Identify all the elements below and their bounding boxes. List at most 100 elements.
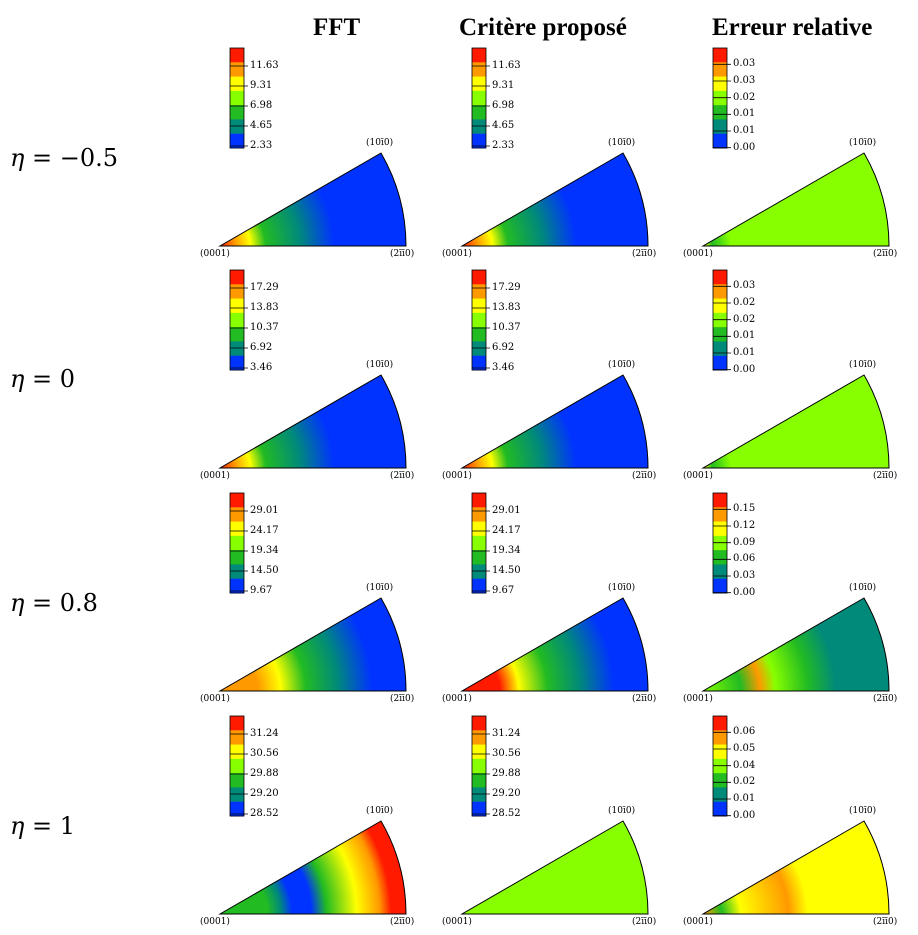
corner-label-top: (10ī0)	[366, 138, 394, 148]
colorbar-tick-label: 6.92	[250, 342, 273, 353]
pole-figure-wedge	[218, 374, 407, 469]
colorbar-tick-label: 29.88	[492, 768, 521, 779]
corner-label-right: (2īī0)	[873, 471, 898, 481]
colorbar-scale	[471, 47, 490, 149]
colorbar-scale	[471, 715, 490, 817]
corner-label-left: (0001)	[442, 471, 472, 481]
colorbar-tick-label: 11.63	[492, 60, 521, 71]
corner-label-right: (2īī0)	[390, 917, 415, 927]
colorbar-tick-label: 28.52	[250, 808, 279, 819]
colorbar-scale	[712, 47, 731, 149]
colorbar-tick-label: 0.05	[733, 743, 756, 754]
corner-label-right: (2īī0)	[390, 694, 415, 704]
corner-label-top: (10ī0)	[849, 583, 877, 593]
colorbar-tick-label: 0.12	[733, 520, 756, 531]
colorbar-tick-label: 0.01	[733, 347, 756, 358]
colorbar-tick-label: 0.00	[733, 141, 756, 153]
colorbar-tick-label: 0.00	[733, 586, 756, 598]
pole-figure-wedge	[460, 374, 649, 469]
colorbar: 11.63 9.31 6.98 4.65 2.33	[452, 46, 552, 156]
colorbar-tick-label: 6.92	[492, 342, 515, 353]
pole-figure-wedge	[218, 820, 407, 915]
colorbar-tick-label: 0.02	[733, 313, 756, 325]
corner-label-top: (10ī0)	[608, 583, 636, 593]
colorbar-scale	[471, 269, 490, 371]
corner-label-right: (2īī0)	[632, 471, 657, 481]
colorbar-tick-label: 4.65	[492, 120, 515, 131]
colorbar: 29.01 24.17 19.34 14.50 9.67	[452, 491, 552, 601]
colorbar-scale	[229, 269, 248, 371]
colorbar-tick-label: 0.01	[733, 125, 756, 136]
corner-label-left: (0001)	[683, 471, 713, 481]
colorbar: 29.01 24.17 19.34 14.50 9.67	[210, 491, 310, 601]
corner-label-left: (0001)	[200, 471, 230, 481]
colorbar-tick-label: 0.06	[733, 726, 756, 738]
corner-label-right: (2īī0)	[873, 694, 898, 704]
colorbar-scale	[712, 269, 731, 371]
corner-label-top: (10ī0)	[608, 360, 636, 370]
colorbar-tick-label: 29.20	[250, 788, 279, 799]
colorbar-tick-label: 28.52	[492, 808, 521, 819]
corner-label-top: (10ī0)	[849, 806, 877, 816]
colorbar-tick-label: 2.33	[250, 140, 273, 151]
colorbar-tick-label: 29.88	[250, 768, 279, 779]
row-label-eta-2: η = 0	[10, 365, 76, 393]
colorbar-tick-label: 2.33	[492, 140, 515, 151]
colorbar-tick-label: 0.03	[733, 75, 756, 86]
colorbar-scale	[229, 715, 248, 817]
colorbar-tick-label: 14.50	[492, 565, 521, 576]
colorbar-tick-label: 0.15	[733, 503, 756, 515]
column-header-critere-propose: Critère proposé	[459, 14, 627, 41]
colorbar-tick-label: 29.01	[250, 505, 279, 516]
corner-label-left: (0001)	[683, 917, 713, 927]
colorbar-tick-label: 19.34	[492, 545, 521, 556]
colorbar-scale	[471, 492, 490, 594]
colorbar: 31.24 30.56 29.88 29.20 28.52	[210, 714, 310, 824]
colorbar-scale	[229, 47, 248, 149]
colorbar-tick-label: 14.50	[250, 565, 279, 576]
pole-figure-wedge	[701, 597, 890, 692]
pole-figure-wedge	[701, 152, 890, 247]
pole-figure-wedge	[460, 820, 649, 915]
colorbar-tick-label: 3.46	[492, 362, 515, 373]
corner-label-top: (10ī0)	[608, 138, 636, 148]
corner-label-right: (2īī0)	[632, 249, 657, 259]
row-label-eta-1: η = −0.5	[10, 144, 119, 172]
corner-label-top: (10ī0)	[366, 360, 394, 370]
pole-figure-wedge	[701, 820, 890, 915]
colorbar: 17.29 13.83 10.37 6.92 3.46	[452, 268, 552, 378]
pole-figure-wedge	[218, 597, 407, 692]
ipf-panel: 17.29 13.83 10.37 6.92 3.46 (10ī0) (0001) (2īī0…	[200, 268, 430, 481]
column-header-fft: FFT	[313, 14, 361, 41]
colorbar-tick-label: 9.67	[492, 585, 515, 596]
colorbar-tick-label: 29.20	[492, 788, 521, 799]
colorbar-tick-label: 4.65	[250, 120, 273, 131]
ipf-panel: 11.63 9.31 6.98 4.65 2.33 (10ī0) (0001) (2īī0)	[442, 46, 672, 259]
ipf-panel: 31.24 30.56 29.88 29.20 28.52 (10ī0) (0001) (2ī…	[442, 714, 672, 927]
pole-figure-wedge	[460, 152, 649, 247]
corner-label-top: (10ī0)	[366, 806, 394, 816]
colorbar: 0.06 0.05 0.04 0.02 0.01 0.00	[693, 714, 793, 824]
colorbar: 0.15 0.12 0.09 0.06 0.03 0.00	[693, 491, 793, 601]
colorbar-tick-label: 13.83	[250, 302, 279, 313]
colorbar-tick-label: 0.02	[733, 776, 756, 788]
colorbar: 0.03 0.03 0.02 0.01 0.01 0.00	[693, 46, 793, 156]
colorbar-tick-label: 6.98	[250, 100, 273, 111]
colorbar-tick-label: 9.31	[250, 80, 273, 91]
corner-label-left: (0001)	[200, 694, 230, 704]
colorbar-tick-label: 19.34	[250, 545, 279, 556]
pole-figure-wedge	[218, 152, 407, 247]
colorbar-tick-label: 9.67	[250, 585, 273, 596]
ipf-panel: 0.03 0.03 0.02 0.01 0.01 0.00 (10ī0) (0001) (2īī…	[683, 46, 913, 259]
ipf-panel: 29.01 24.17 19.34 14.50 9.67 (10ī0) (0001) (2īī…	[200, 491, 430, 704]
colorbar-tick-label: 0.06	[733, 553, 756, 565]
colorbar-tick-label: 0.01	[733, 330, 756, 342]
ipf-panel: 11.63 9.31 6.98 4.65 2.33 (10ī0) (0001) (2īī0)	[200, 46, 430, 259]
corner-label-left: (0001)	[442, 917, 472, 927]
colorbar-tick-label: 0.01	[733, 793, 756, 804]
colorbar-tick-label: 17.29	[492, 282, 521, 293]
colorbar-tick-label: 30.56	[492, 748, 521, 759]
colorbar-tick-label: 3.46	[250, 362, 273, 373]
corner-label-right: (2īī0)	[632, 694, 657, 704]
colorbar-scale	[712, 492, 731, 594]
